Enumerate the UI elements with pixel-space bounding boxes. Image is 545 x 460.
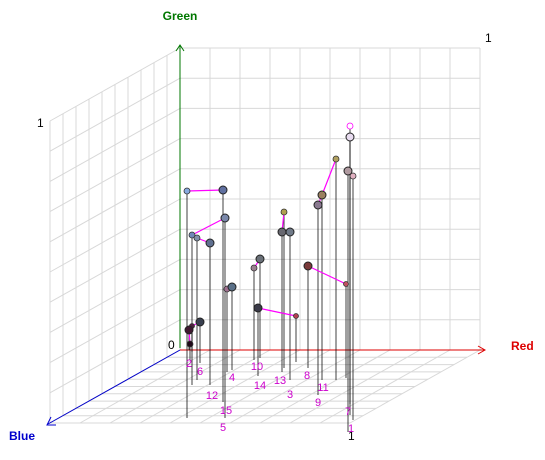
data-point-14 (253, 303, 263, 313)
data-point-11 (317, 190, 327, 200)
data-point-8 (303, 261, 313, 271)
data-point-13 (277, 227, 287, 237)
data-point-3 (285, 227, 295, 237)
point-label-2: 2 (186, 358, 192, 370)
left-grid-dline (49, 138, 181, 213)
data-point-2 (184, 325, 194, 335)
floor-grid-dline (349, 349, 481, 424)
point-label-1: 1 (348, 423, 354, 435)
floor-grid-dline (289, 349, 421, 424)
data-point-10 (255, 254, 265, 264)
blue-axis-arrow (46, 416, 56, 426)
left-wall-grid (49, 47, 181, 424)
point-label-4: 4 (229, 372, 235, 384)
point-label-14: 14 (254, 380, 266, 392)
data-point-7 (345, 132, 355, 142)
secondary-point (349, 172, 357, 180)
left-grid-dline (49, 47, 181, 122)
secondary-point (343, 281, 349, 287)
secondary-point (332, 155, 340, 163)
blue-axis-line (47, 349, 181, 425)
point-label-6: 6 (197, 366, 203, 378)
green-axis-arrow (175, 44, 185, 52)
red-axis-arrow (477, 345, 487, 355)
points-layer (183, 122, 357, 348)
secondary-point (346, 122, 354, 130)
secondary-point (280, 208, 288, 216)
green-max-tick-label: 1 (37, 116, 44, 130)
green-axis-title: Green (163, 9, 198, 23)
stems-layer (186, 126, 354, 432)
blue-axis-title: Blue (9, 429, 35, 443)
point-label-15: 15 (220, 405, 232, 417)
left-grid-dline (49, 107, 181, 182)
secondary-point (186, 340, 194, 348)
floor-grid-dline (229, 349, 361, 424)
data-point-4 (227, 282, 237, 292)
data-point-9 (313, 200, 323, 210)
secondary-point (183, 187, 191, 195)
point-link (307, 265, 347, 285)
point-label-10: 10 (251, 361, 263, 373)
data-point-1 (343, 166, 353, 176)
left-grid-dline (49, 168, 181, 243)
left-grid-dline (49, 77, 181, 152)
point-label-5: 5 (220, 422, 226, 434)
point-label-13: 13 (274, 375, 286, 387)
point-label-7: 7 (345, 406, 351, 418)
blue-max-tick-label: 1 (348, 429, 355, 443)
secondary-point (188, 231, 196, 239)
data-point-12 (205, 238, 215, 248)
red-max-tick-label: 1 (485, 31, 492, 45)
point-label-8: 8 (304, 370, 310, 382)
point-link (191, 217, 226, 236)
origin-tick-label: 0 (168, 338, 175, 352)
data-point-5 (220, 213, 230, 223)
secondary-point (293, 313, 299, 319)
secondary-point (250, 264, 258, 272)
point-label-9: 9 (315, 397, 321, 409)
secondary-point (193, 234, 201, 242)
point-link (186, 189, 224, 192)
point-link (321, 158, 337, 196)
floor-grid-dline (259, 349, 391, 424)
left-grid-dline (49, 198, 181, 273)
point-label-11: 11 (317, 382, 328, 394)
data-point-15 (218, 185, 228, 195)
data-point-6 (195, 317, 205, 327)
point-link (257, 307, 297, 317)
point-label-3: 3 (287, 389, 293, 401)
point-label-12: 12 (206, 390, 218, 402)
floor-grid-dline (319, 349, 451, 424)
red-axis-title: Red (511, 339, 534, 353)
